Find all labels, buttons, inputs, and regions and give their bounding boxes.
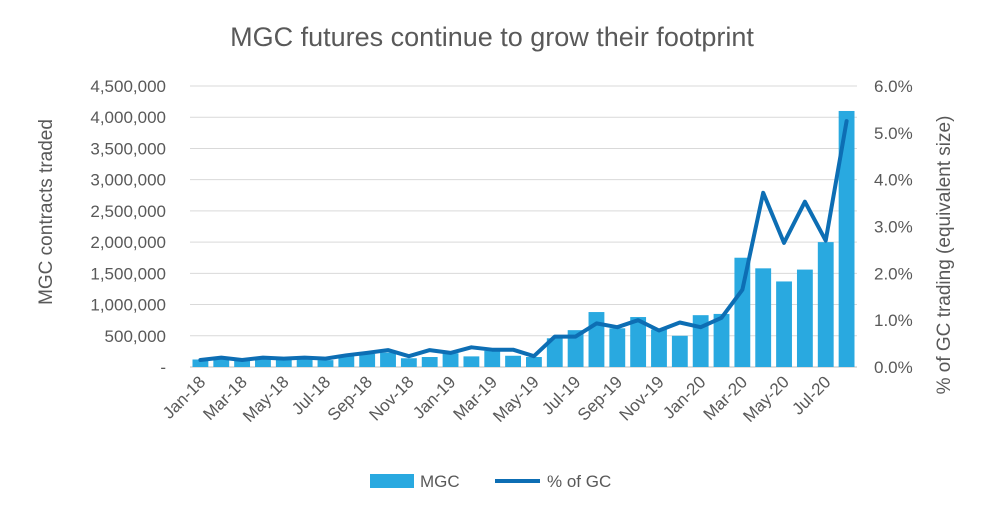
y-right-tick-label: 4.0% (874, 171, 913, 190)
y-left-tick-label: 500,000 (105, 327, 166, 346)
bar-mgc (734, 257, 751, 367)
bar-mgc (567, 330, 584, 367)
x-axis-ticks: Jan-18Mar-18May-18Jul-18Sep-18Nov-18Jan-… (159, 372, 835, 426)
bar-series (192, 110, 855, 367)
right-axis-ticks: 0.0% 1.0% 2.0% 3.0% 4.0% 5.0% 6.0% (874, 77, 913, 377)
bar-mgc (526, 357, 542, 367)
bar-mgc (359, 353, 376, 367)
y-left-tick-label: - (160, 358, 166, 377)
bar-mgc (213, 358, 230, 367)
bar-mgc (546, 338, 563, 367)
y-left-tick-label: 4,000,000 (90, 108, 166, 127)
bar-mgc (463, 356, 480, 367)
x-tick-label: Jan-20 (659, 372, 709, 422)
bar-mgc (234, 360, 251, 367)
bar-mgc (338, 355, 355, 367)
bar-mgc (796, 269, 813, 367)
legend: MGC % of GC (370, 472, 611, 491)
y-left-tick-label: 1,500,000 (90, 264, 166, 283)
line-series (198, 119, 849, 362)
bar-mgc (421, 357, 438, 367)
bar-mgc (755, 268, 772, 367)
x-tick-label: Sep-18 (324, 372, 376, 424)
y-left-tick-label: 1,000,000 (90, 296, 166, 315)
bar-mgc (192, 359, 209, 367)
chart-title: MGC futures continue to grow their footp… (230, 22, 754, 52)
x-tick-label: Jul-20 (788, 372, 834, 418)
bar-mgc (609, 328, 626, 367)
bar-mgc (275, 359, 292, 367)
y-left-tick-label: 3,500,000 (90, 139, 166, 158)
legend-label-mgc: MGC (420, 472, 460, 491)
x-tick-label: Jan-18 (159, 372, 209, 422)
x-tick-label: May-18 (239, 372, 293, 426)
bar-mgc (484, 350, 501, 367)
y-right-tick-label: 6.0% (874, 77, 913, 96)
bar-mgc (671, 335, 688, 367)
y-right-tick-label: 2.0% (874, 264, 913, 283)
bar-mgc (296, 357, 313, 367)
bar-mgc (838, 110, 855, 367)
x-tick-label: May-20 (739, 372, 793, 426)
line-pct-gc (198, 119, 849, 362)
x-tick-label: Sep-19 (574, 372, 626, 424)
bar-mgc (505, 355, 521, 367)
y-axis-right-title: % of GC trading (equivalent size) (934, 116, 955, 395)
bar-mgc (317, 360, 334, 367)
bar-mgc (817, 242, 834, 367)
y-right-tick-label: 5.0% (874, 124, 913, 143)
bar-mgc (776, 281, 792, 367)
x-tick-label: Jan-19 (409, 372, 459, 422)
bar-mgc (713, 313, 730, 367)
x-tick-label: Nov-18 (365, 372, 417, 424)
y-right-tick-label: 3.0% (874, 218, 913, 237)
y-left-tick-label: 2,000,000 (90, 233, 166, 252)
y-left-tick-label: 2,500,000 (90, 202, 166, 221)
y-axis-left-title: MGC contracts traded (36, 119, 57, 305)
bar-mgc (442, 353, 459, 367)
x-tick-label: Nov-19 (616, 372, 668, 424)
bar-mgc (380, 352, 396, 367)
bar-mgc (588, 312, 605, 367)
y-left-tick-label: 4,500,000 (90, 77, 166, 96)
legend-label-pct-gc: % of GC (547, 472, 611, 491)
left-axis-ticks: - 500,000 1,000,000 1,500,000 2,000,000 2,500… (90, 77, 166, 377)
bar-mgc (400, 358, 417, 367)
y-right-tick-label: 1.0% (874, 311, 913, 330)
bar-mgc (255, 358, 271, 367)
bar-mgc (630, 317, 647, 367)
y-right-tick-label: 0.0% (874, 358, 913, 377)
x-tick-label: May-19 (489, 372, 543, 426)
bar-mgc (651, 329, 667, 367)
y-left-tick-label: 3,000,000 (90, 171, 166, 190)
grid-lines (190, 85, 857, 368)
legend-swatch-mgc (370, 474, 414, 488)
